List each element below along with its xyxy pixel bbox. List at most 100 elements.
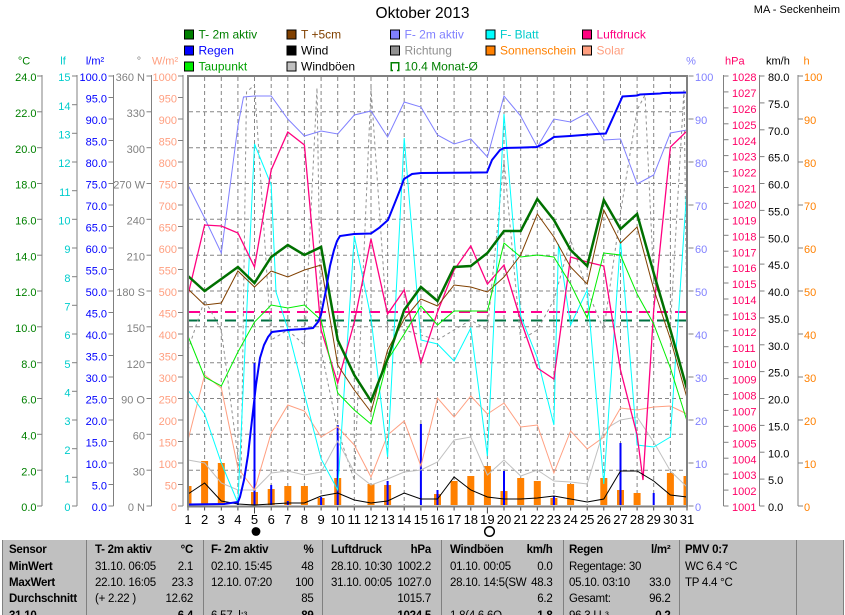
svg-text:25.0: 25.0 xyxy=(768,368,789,380)
svg-text:15.0: 15.0 xyxy=(86,438,107,450)
svg-text:1006: 1006 xyxy=(732,423,756,435)
svg-text:T- 2m aktiv: T- 2m aktiv xyxy=(199,27,258,41)
svg-text:100.0: 100.0 xyxy=(79,72,107,84)
svg-text:20: 20 xyxy=(497,512,511,527)
svg-text:W/m²: W/m² xyxy=(152,55,179,67)
svg-text:1023: 1023 xyxy=(732,152,756,164)
svg-text:1003: 1003 xyxy=(732,470,756,482)
svg-text:270 W: 270 W xyxy=(113,180,145,192)
svg-text:30: 30 xyxy=(804,373,816,385)
svg-text:13: 13 xyxy=(380,512,394,527)
svg-text:30: 30 xyxy=(133,466,145,478)
svg-text:Regen: Regen xyxy=(199,43,234,57)
svg-text:Taupunkt: Taupunkt xyxy=(199,59,248,73)
svg-text:9: 9 xyxy=(317,512,324,527)
svg-text:5.0: 5.0 xyxy=(768,475,783,487)
svg-text:1028: 1028 xyxy=(732,72,756,84)
svg-text:10.0: 10.0 xyxy=(768,448,789,460)
svg-text:50.0: 50.0 xyxy=(768,233,789,245)
svg-text:250: 250 xyxy=(159,395,177,407)
svg-text:16.0: 16.0 xyxy=(15,215,36,227)
svg-text:2.0: 2.0 xyxy=(21,466,36,478)
svg-text:Sonnenschein: Sonnenschein xyxy=(500,43,576,57)
svg-text:1005: 1005 xyxy=(732,438,756,450)
svg-text:70.0: 70.0 xyxy=(768,126,789,138)
svg-text:T +5cm: T +5cm xyxy=(301,27,341,41)
svg-text:45.0: 45.0 xyxy=(768,260,789,272)
svg-text:Luftdruck: Luftdruck xyxy=(597,27,647,41)
svg-text:65.0: 65.0 xyxy=(768,153,789,165)
svg-text:70: 70 xyxy=(695,201,707,213)
svg-text:°: ° xyxy=(137,55,141,67)
svg-text:55.0: 55.0 xyxy=(768,207,789,219)
svg-text:9: 9 xyxy=(64,244,70,256)
svg-text:23: 23 xyxy=(547,512,561,527)
svg-text:28: 28 xyxy=(630,512,644,527)
svg-text:90.0: 90.0 xyxy=(86,115,107,127)
svg-text:1022: 1022 xyxy=(732,168,756,180)
svg-text:40: 40 xyxy=(695,330,707,342)
svg-text:0.0: 0.0 xyxy=(21,502,36,514)
svg-text:50: 50 xyxy=(695,287,707,299)
svg-text:8: 8 xyxy=(301,512,308,527)
svg-text:°C: °C xyxy=(18,55,30,67)
svg-text:0: 0 xyxy=(64,502,70,514)
svg-text:Solar: Solar xyxy=(597,43,625,57)
svg-text:10: 10 xyxy=(804,459,816,471)
svg-text:2: 2 xyxy=(201,512,208,527)
svg-text:10: 10 xyxy=(330,512,344,527)
svg-text:1007: 1007 xyxy=(732,407,756,419)
svg-text:5: 5 xyxy=(64,359,70,371)
svg-text:1024: 1024 xyxy=(732,136,756,148)
svg-text:14: 14 xyxy=(58,101,70,113)
svg-text:21: 21 xyxy=(513,512,527,527)
svg-text:20: 20 xyxy=(804,416,816,428)
svg-text:550: 550 xyxy=(159,266,177,278)
svg-text:29: 29 xyxy=(646,512,660,527)
svg-text:1004: 1004 xyxy=(732,454,756,466)
svg-text:11: 11 xyxy=(348,512,362,527)
svg-text:1016: 1016 xyxy=(732,263,756,275)
svg-text:0.0: 0.0 xyxy=(768,502,783,514)
svg-text:40: 40 xyxy=(804,330,816,342)
svg-text:0 N: 0 N xyxy=(128,502,145,514)
svg-text:5: 5 xyxy=(251,512,258,527)
svg-text:22.0: 22.0 xyxy=(15,108,36,120)
svg-text:1027: 1027 xyxy=(732,88,756,100)
svg-text:Richtung: Richtung xyxy=(405,43,452,57)
svg-text:330: 330 xyxy=(127,108,145,120)
svg-text:hPa: hPa xyxy=(725,55,745,67)
svg-text:1014: 1014 xyxy=(732,295,756,307)
svg-text:7: 7 xyxy=(64,301,70,313)
svg-text:0.0: 0.0 xyxy=(92,502,107,514)
svg-text:1019: 1019 xyxy=(732,215,756,227)
svg-text:1013: 1013 xyxy=(732,311,756,323)
svg-text:20.0: 20.0 xyxy=(15,144,36,156)
svg-text:950: 950 xyxy=(159,94,177,106)
svg-text:180 S: 180 S xyxy=(116,287,145,299)
svg-text:F- 2m aktiv: F- 2m aktiv xyxy=(405,27,464,41)
svg-text:10.4 Monat-Ø: 10.4 Monat-Ø xyxy=(405,59,478,73)
svg-text:24: 24 xyxy=(563,512,577,527)
svg-text:90 O: 90 O xyxy=(121,395,145,407)
svg-text:1026: 1026 xyxy=(732,104,756,116)
svg-text:35.0: 35.0 xyxy=(768,314,789,326)
svg-text:360 N: 360 N xyxy=(116,72,145,84)
svg-text:22: 22 xyxy=(530,512,544,527)
svg-text:50.0: 50.0 xyxy=(86,287,107,299)
svg-text:lf: lf xyxy=(60,55,66,67)
svg-text:1000: 1000 xyxy=(153,72,177,84)
svg-text:60: 60 xyxy=(133,430,145,442)
svg-text:10.0: 10.0 xyxy=(15,323,36,335)
svg-text:20.0: 20.0 xyxy=(86,416,107,428)
svg-text:4.0: 4.0 xyxy=(21,430,36,442)
svg-text:150: 150 xyxy=(159,438,177,450)
svg-text:1025: 1025 xyxy=(732,120,756,132)
svg-text:500: 500 xyxy=(159,287,177,299)
svg-text:0: 0 xyxy=(171,502,177,514)
svg-text:75.0: 75.0 xyxy=(86,180,107,192)
svg-text:1021: 1021 xyxy=(732,184,756,196)
svg-text:2: 2 xyxy=(64,445,70,457)
svg-text:30.0: 30.0 xyxy=(768,341,789,353)
svg-text:15.0: 15.0 xyxy=(768,422,789,434)
